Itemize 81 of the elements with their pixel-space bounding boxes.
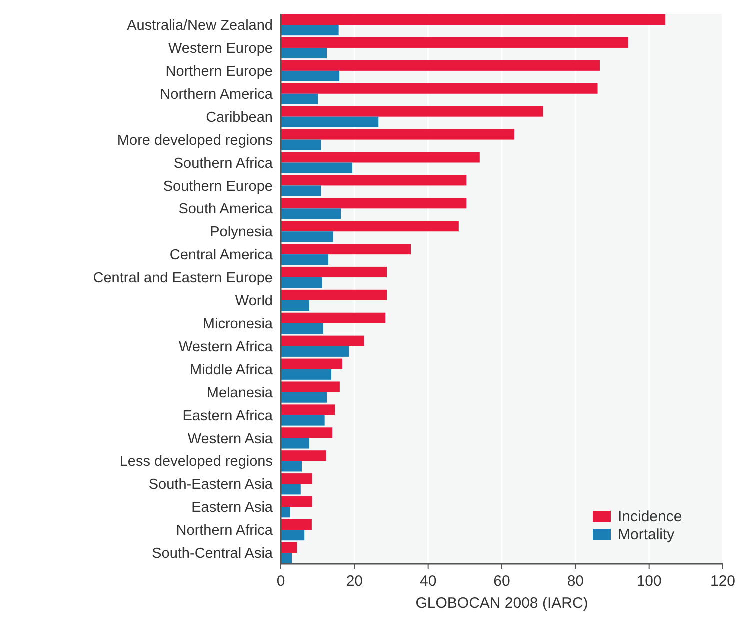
y-tick-label: Melanesia xyxy=(206,385,274,402)
x-axis-title: GLOBOCAN 2008 (IARC) xyxy=(416,595,588,612)
bar xyxy=(281,474,312,484)
bar xyxy=(281,208,342,220)
y-tick-label: Central America xyxy=(170,248,274,264)
x-tick-label: 100 xyxy=(636,573,662,590)
y-tick-label: Caribbean xyxy=(206,110,273,126)
y-tick-label: Northern Africa xyxy=(176,523,274,540)
y-tick-label: Central and Eastern Europe xyxy=(93,270,273,287)
bar xyxy=(281,450,326,462)
bar xyxy=(281,162,352,174)
y-tick-label: Eastern Africa xyxy=(182,408,274,424)
y-tick-label: South America xyxy=(178,202,274,218)
y-tick-label: Middle Africa xyxy=(190,362,274,378)
x-tick-label: 20 xyxy=(346,573,364,590)
bar xyxy=(281,198,467,209)
y-tick-label: Western Asia xyxy=(188,431,274,448)
bar xyxy=(281,415,325,426)
x-tick-label: 0 xyxy=(276,573,286,590)
y-tick-label: Western Europe xyxy=(168,41,273,58)
bar xyxy=(281,382,340,392)
bar xyxy=(281,254,329,266)
y-tick-label: Southern Africa xyxy=(174,156,274,172)
y-tick-label: Eastern Asia xyxy=(192,500,274,516)
bar xyxy=(281,244,412,255)
legend-label: Incidence xyxy=(618,508,682,526)
bar xyxy=(281,83,598,94)
bar xyxy=(281,278,322,288)
bar xyxy=(281,542,298,553)
bar xyxy=(281,428,333,438)
bar xyxy=(281,392,328,403)
bar xyxy=(281,48,328,59)
y-tick-label: Southern Europe xyxy=(163,178,273,195)
bar xyxy=(281,484,301,495)
bar xyxy=(281,221,459,232)
bar xyxy=(281,140,322,150)
y-tick-label: Micronesia xyxy=(202,316,274,333)
bar xyxy=(281,106,544,117)
bar xyxy=(281,438,310,449)
bar xyxy=(281,14,666,26)
bar xyxy=(281,461,302,472)
y-tick-label: Less developed regions xyxy=(120,454,273,470)
legend-label: Mortality xyxy=(618,526,676,544)
y-tick-label: South-Eastern Asia xyxy=(148,477,274,494)
y-tick-label: Polynesia xyxy=(210,224,274,241)
bar xyxy=(281,530,305,541)
y-tick-label: Northern Europe xyxy=(166,64,273,80)
bar xyxy=(281,232,334,242)
y-tick-label: Northern America xyxy=(160,86,274,103)
bar xyxy=(281,37,628,48)
x-tick-label: 120 xyxy=(710,573,736,590)
y-tick-label: South-Central Asia xyxy=(152,546,274,562)
bar xyxy=(281,404,336,416)
bar xyxy=(281,116,379,128)
bar xyxy=(281,129,515,140)
bar xyxy=(281,25,339,36)
bar xyxy=(281,290,388,300)
bar xyxy=(281,175,467,186)
bar xyxy=(281,300,310,312)
y-tick-label: Australia/New Zealand xyxy=(127,18,273,34)
x-tick-label: 60 xyxy=(494,573,510,590)
bar xyxy=(281,266,388,278)
bar xyxy=(281,358,343,370)
bar xyxy=(281,323,324,334)
bar xyxy=(281,369,332,380)
bar xyxy=(281,186,322,196)
bar xyxy=(281,312,386,324)
bar xyxy=(281,94,318,104)
y-tick-label: More developed regions xyxy=(117,132,273,149)
bar xyxy=(281,152,480,163)
y-tick-label: Western Africa xyxy=(178,339,274,356)
bar xyxy=(281,346,350,357)
bar xyxy=(281,70,340,82)
x-tick-label: 80 xyxy=(567,573,584,590)
bar xyxy=(281,552,292,564)
x-tick-label: 40 xyxy=(420,573,437,590)
bar xyxy=(281,519,312,530)
y-tick-label: World xyxy=(235,294,273,310)
bar xyxy=(281,336,364,346)
bar xyxy=(281,496,312,508)
bar xyxy=(281,60,600,71)
